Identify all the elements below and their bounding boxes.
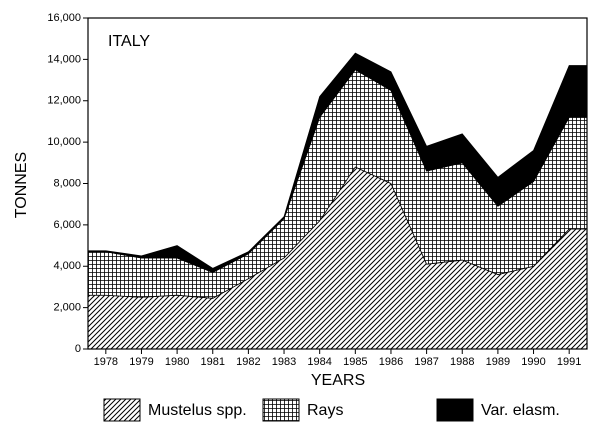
x-tick-label: 1979	[129, 356, 153, 368]
y-tick-label: 14,000	[47, 53, 81, 65]
x-tick-label: 1983	[272, 356, 296, 368]
y-tick-label: 4,000	[53, 260, 81, 272]
legend-swatch	[262, 398, 300, 422]
y-tick-label: 10,000	[47, 136, 81, 148]
y-tick-label: 2,000	[53, 302, 81, 314]
x-tick-label: 1988	[450, 356, 474, 368]
annotation: ITALY	[108, 33, 150, 50]
x-tick-label: 1981	[201, 356, 225, 368]
x-tick-label: 1991	[557, 356, 581, 368]
legend-label: Var. elasm.	[481, 402, 560, 419]
y-axis-label: TONNES	[13, 152, 30, 218]
x-tick-label: 1986	[379, 356, 403, 368]
x-tick-label: 1987	[414, 356, 438, 368]
y-tick-label: 8,000	[53, 177, 81, 189]
x-axis-label: YEARS	[311, 372, 365, 389]
x-tick-label: 1990	[521, 356, 545, 368]
x-tick-label: 1982	[236, 356, 260, 368]
legend-swatch	[103, 398, 141, 422]
y-tick-label: 0	[75, 343, 81, 355]
x-tick-label: 1985	[343, 356, 367, 368]
y-tick-label: 12,000	[47, 95, 81, 107]
legend-swatch	[436, 398, 474, 422]
x-tick-label: 1984	[307, 356, 331, 368]
x-tick-label: 1978	[94, 356, 118, 368]
x-tick-label: 1980	[165, 356, 189, 368]
y-tick-label: 16,000	[47, 12, 81, 24]
legend-label: Rays	[307, 402, 343, 419]
legend-label: Mustelus spp.	[148, 402, 247, 419]
x-tick-label: 1989	[486, 356, 510, 368]
y-tick-label: 6,000	[53, 219, 81, 231]
